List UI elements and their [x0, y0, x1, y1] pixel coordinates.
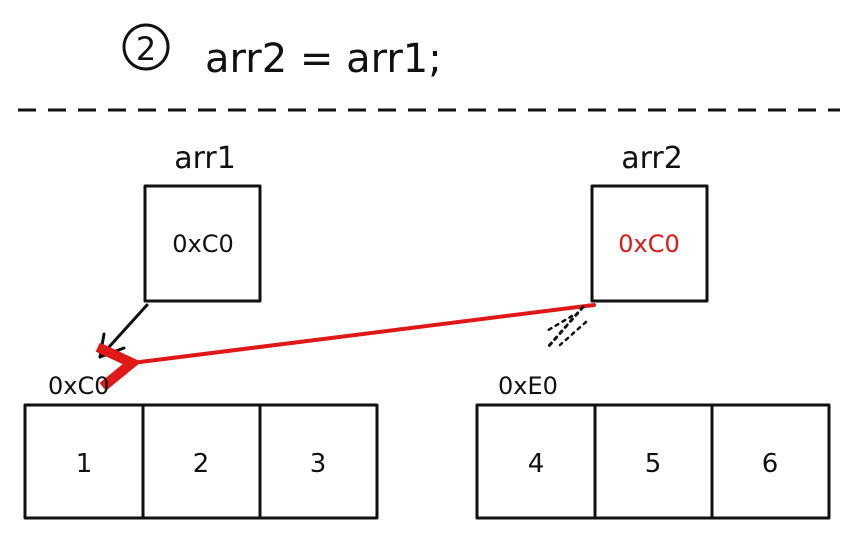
step-number: 2	[136, 30, 156, 68]
step-number-circle	[122, 23, 170, 71]
array-outline-0xC0	[23, 403, 379, 520]
array-cell-value: 2	[193, 449, 210, 479]
arr2-reference-arrow	[132, 303, 596, 363]
variable-name-arr1: arr1	[174, 141, 236, 176]
variable-box-arr1	[143, 184, 262, 303]
variable-value-arr1: 0xC0	[172, 230, 234, 258]
array-0xE0: 0xE0 4 5 6	[475, 372, 831, 520]
variable-value-arr2: 0xC0	[618, 230, 680, 258]
array-cell-value: 6	[762, 449, 779, 479]
step-code: arr2 = arr1;	[205, 36, 442, 82]
array-outline-0xE0	[475, 403, 831, 520]
array-address-0xC0: 0xC0	[48, 372, 110, 400]
variable-arr2: arr2 0xC0	[590, 141, 709, 303]
variable-box-arr2	[590, 184, 709, 303]
arr1-reference-arrow	[98, 303, 149, 359]
array-cell-value: 5	[645, 449, 662, 479]
array-cell-value: 3	[310, 449, 327, 479]
variable-name-arr2: arr2	[621, 141, 683, 176]
array-cell-value: 1	[76, 449, 93, 479]
old-reference-dotted-line	[543, 305, 588, 349]
array-0xC0: 0xC0 1 2 3	[23, 372, 379, 520]
step-header: 2 arr2 = arr1;	[122, 23, 442, 82]
array-cell-value: 4	[528, 449, 545, 479]
variable-arr1: arr1 0xC0	[143, 141, 262, 303]
array-address-0xE0: 0xE0	[498, 372, 558, 400]
